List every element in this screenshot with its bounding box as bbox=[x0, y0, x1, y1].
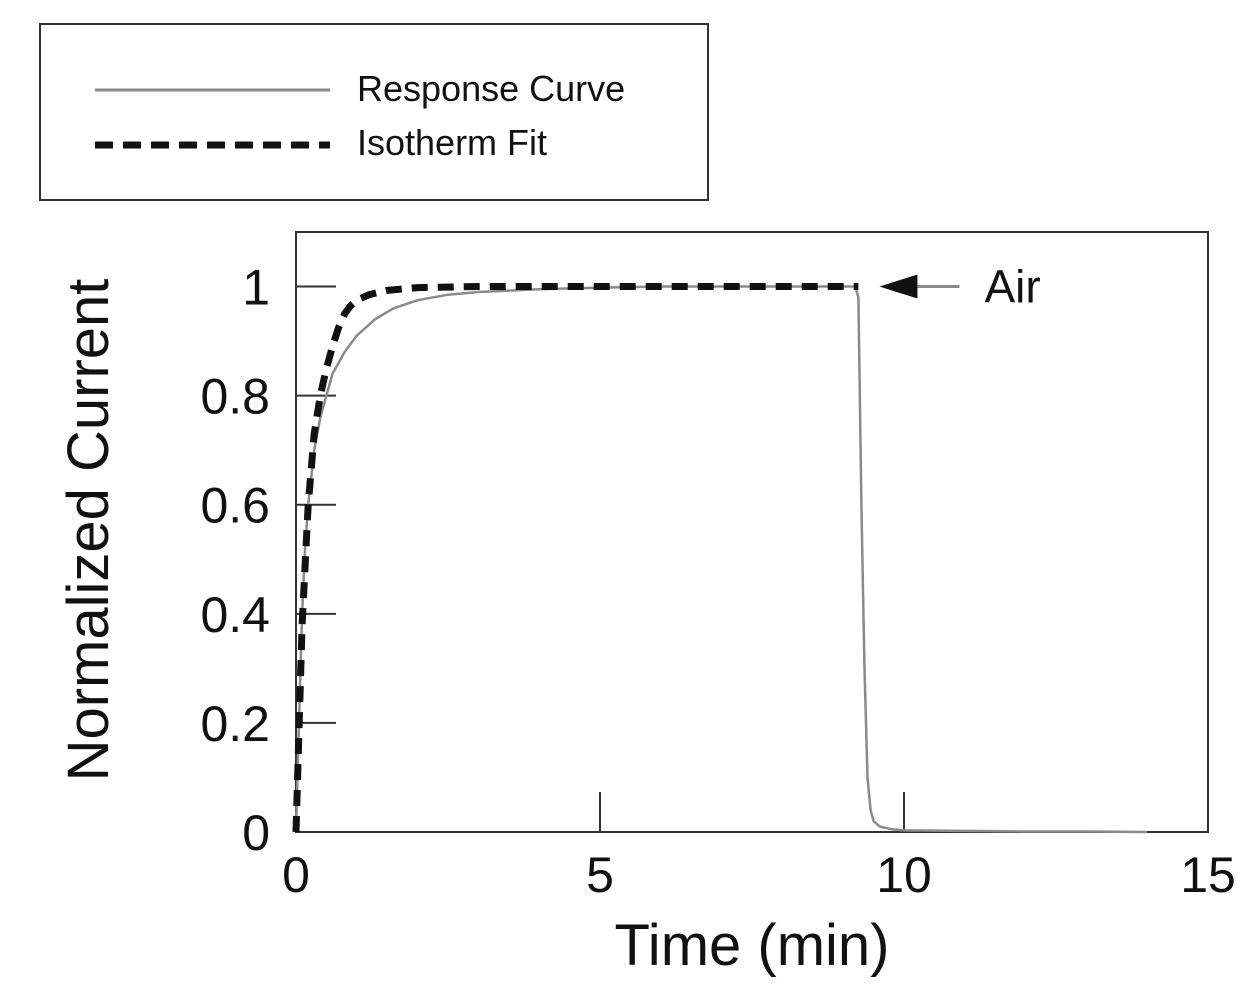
legend-frame bbox=[39, 23, 709, 201]
annotation-layer: Air bbox=[879, 261, 1041, 313]
y-tick-label: 0.6 bbox=[200, 478, 270, 534]
series-layer bbox=[292, 283, 1148, 834]
y-axis-title: Normalized Current bbox=[56, 279, 121, 782]
legend-label-response-curve: Response Curve bbox=[357, 68, 625, 109]
annotation-arrowhead bbox=[879, 274, 918, 299]
series-line-response-curve bbox=[294, 285, 1148, 834]
axis-tick-labels: 00.20.40.60.810 5 10 15 bbox=[200, 260, 1235, 903]
x-axis-title: Time (min) bbox=[615, 913, 890, 978]
x-tick-label: 10 bbox=[876, 847, 932, 903]
plot-frame bbox=[295, 231, 1209, 833]
legend-label-isotherm-fit: Isotherm Fit bbox=[357, 122, 547, 163]
x-tick-label: 15 bbox=[1180, 847, 1236, 903]
x-tick-label: 0 bbox=[282, 847, 310, 903]
axis-ticks bbox=[296, 285, 905, 832]
legend: Response Curve Isotherm Fit bbox=[39, 23, 709, 201]
series-line-isotherm-fit bbox=[292, 283, 859, 833]
y-tick-label: 0 bbox=[242, 805, 270, 861]
x-tick-label: 5 bbox=[586, 847, 614, 903]
y-tick-label: 0.8 bbox=[200, 369, 270, 425]
y-tick-label: 0.4 bbox=[200, 587, 270, 643]
y-tick-label: 1 bbox=[242, 260, 270, 316]
annotation-air-label: Air bbox=[984, 261, 1040, 313]
y-tick-label: 0.2 bbox=[200, 696, 270, 752]
